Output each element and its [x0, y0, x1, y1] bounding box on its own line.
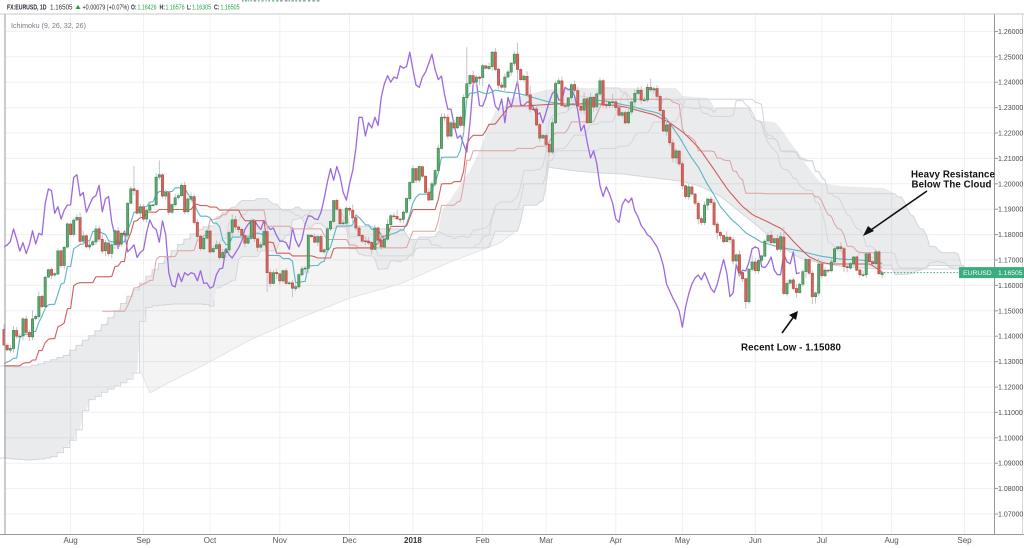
svg-text:Below The Cloud: Below The Cloud — [912, 180, 992, 191]
svg-text:1.07000: 1.07000 — [998, 512, 1023, 519]
svg-text:1.16576: 1.16576 — [166, 3, 185, 12]
svg-text:Ichimoku (9, 26, 32, 26): Ichimoku (9, 26, 32, 26) — [11, 21, 86, 30]
svg-text:Oct: Oct — [204, 536, 217, 545]
svg-text:1.19000: 1.19000 — [998, 207, 1023, 214]
svg-text:FX:EURUSD, 1D: FX:EURUSD, 1D — [7, 3, 47, 12]
svg-text:Feb: Feb — [476, 536, 490, 545]
svg-text:1.17000: 1.17000 — [998, 258, 1023, 265]
svg-text:O:: O: — [131, 3, 137, 12]
svg-text:1.21000: 1.21000 — [998, 156, 1023, 163]
svg-text:Heavy Resistance: Heavy Resistance — [911, 170, 996, 181]
svg-text:+0.00079 (+0.07%): +0.00079 (+0.07%) — [83, 3, 130, 12]
svg-text:1.16505: 1.16505 — [50, 3, 73, 12]
svg-text:EURUSD: EURUSD — [963, 270, 992, 277]
svg-text:Jul: Jul — [817, 536, 827, 545]
svg-text:Apr: Apr — [610, 536, 623, 545]
svg-text:Sep: Sep — [136, 536, 151, 545]
svg-text:1.18000: 1.18000 — [998, 232, 1023, 239]
svg-text:1.13000: 1.13000 — [998, 359, 1023, 366]
svg-text:Aug: Aug — [884, 536, 898, 545]
svg-text:1.15000: 1.15000 — [998, 308, 1023, 315]
svg-text:1.16505: 1.16505 — [998, 270, 1023, 277]
svg-text:1.24000: 1.24000 — [998, 80, 1023, 87]
svg-text:1.16426: 1.16426 — [138, 3, 157, 12]
svg-text:2018: 2018 — [404, 536, 422, 545]
svg-text:1.09000: 1.09000 — [998, 461, 1023, 468]
svg-text:1.23000: 1.23000 — [998, 105, 1023, 112]
svg-text:May: May — [675, 536, 690, 545]
svg-text:Aug: Aug — [63, 536, 77, 545]
svg-text:H:: H: — [160, 3, 166, 12]
svg-text:1.16305: 1.16305 — [192, 3, 211, 12]
svg-text:1.22000: 1.22000 — [998, 131, 1023, 138]
svg-text:1.12000: 1.12000 — [998, 385, 1023, 392]
svg-text:1.26000: 1.26000 — [998, 29, 1023, 36]
svg-text:Mar: Mar — [539, 536, 553, 545]
svg-text:Jun: Jun — [749, 536, 762, 545]
svg-text:1.08000: 1.08000 — [998, 486, 1023, 493]
svg-text:Recent Low - 1.15080: Recent Low - 1.15080 — [741, 343, 841, 354]
svg-text:1.14000: 1.14000 — [998, 334, 1023, 341]
svg-text:Dec: Dec — [342, 536, 356, 545]
svg-text:C:: C: — [214, 3, 220, 12]
svg-text:1.16000: 1.16000 — [998, 283, 1023, 290]
svg-text:1.25000: 1.25000 — [998, 54, 1023, 61]
svg-text:L:: L: — [187, 3, 192, 12]
svg-text:Nov: Nov — [273, 536, 287, 545]
svg-text:1.10000: 1.10000 — [998, 435, 1023, 442]
svg-text:1.20000: 1.20000 — [998, 181, 1023, 188]
svg-text:Sep: Sep — [957, 536, 972, 545]
svg-text:1.11000: 1.11000 — [998, 410, 1023, 417]
svg-text:1.16505: 1.16505 — [221, 3, 240, 12]
